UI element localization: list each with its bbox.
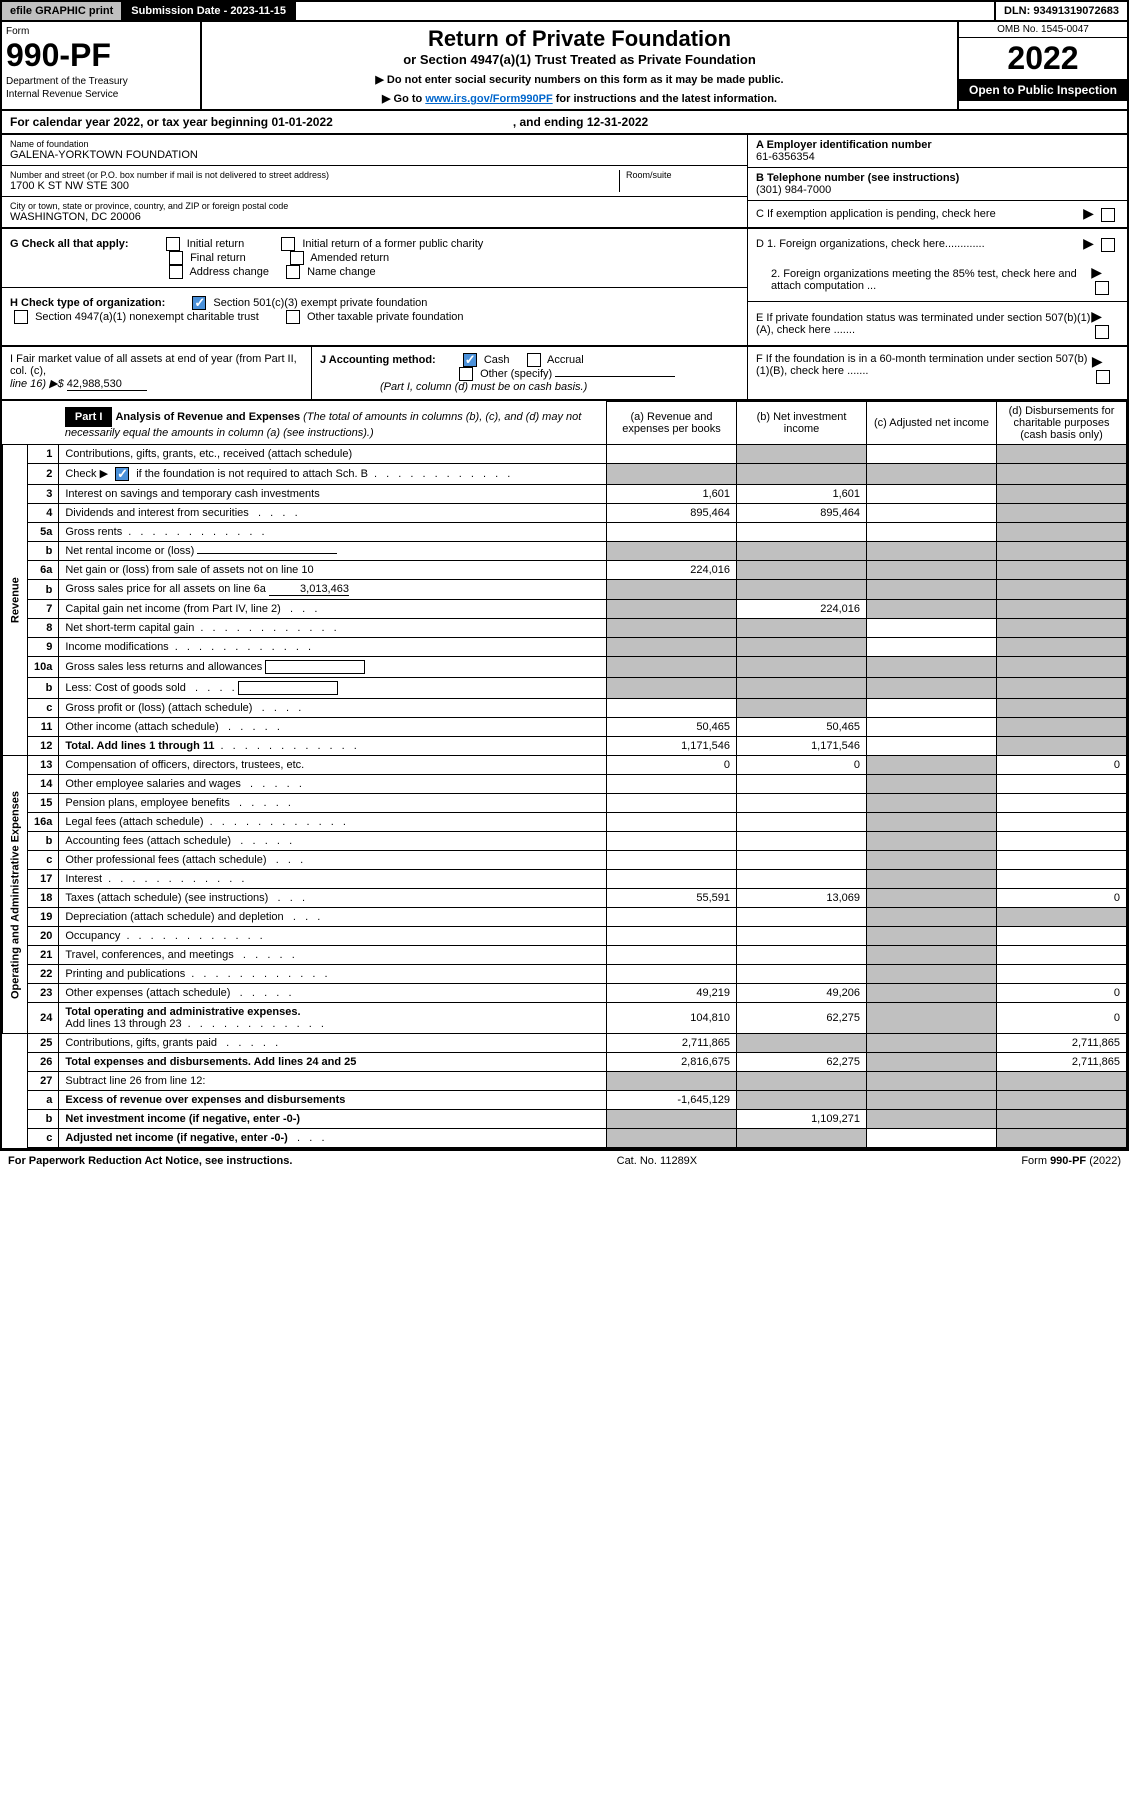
section-g-h: G Check all that apply: Initial return I… bbox=[0, 229, 1129, 347]
page-footer: For Paperwork Reduction Act Notice, see … bbox=[0, 1150, 1129, 1171]
dept-irs: Internal Revenue Service bbox=[6, 89, 196, 100]
final-return-checkbox[interactable] bbox=[169, 251, 183, 265]
d1-checkbox[interactable] bbox=[1101, 238, 1115, 252]
instr-1: ▶ Do not enter social security numbers o… bbox=[206, 73, 953, 86]
instr-2: ▶ Go to www.irs.gov/Form990PF for instru… bbox=[206, 92, 953, 105]
e-checkbox[interactable] bbox=[1095, 325, 1109, 339]
foundation-info: Name of foundation GALENA-YORKTOWN FOUND… bbox=[0, 135, 1129, 229]
dln-label: DLN: 93491319072683 bbox=[994, 2, 1127, 20]
col-a-header: (a) Revenue and expenses per books bbox=[607, 402, 737, 445]
omb-number: OMB No. 1545-0047 bbox=[959, 22, 1127, 38]
schb-checkbox[interactable] bbox=[115, 467, 129, 481]
c-label: C If exemption application is pending, c… bbox=[756, 208, 996, 220]
ein-label: A Employer identification number bbox=[756, 139, 1119, 151]
name-label: Name of foundation bbox=[10, 139, 739, 149]
tax-year: 2022 bbox=[959, 38, 1127, 79]
footer-center: Cat. No. 11289X bbox=[617, 1155, 698, 1167]
footer-right: Form 990-PF (2022) bbox=[1021, 1155, 1121, 1167]
other-taxable-checkbox[interactable] bbox=[286, 310, 300, 324]
col-d-header: (d) Disbursements for charitable purpose… bbox=[997, 402, 1127, 445]
j-note: (Part I, column (d) must be on cash basi… bbox=[380, 381, 587, 393]
dept-treasury: Department of the Treasury bbox=[6, 76, 196, 87]
form-number: 990-PF bbox=[6, 37, 196, 74]
top-bar: efile GRAPHIC print Submission Date - 20… bbox=[0, 0, 1129, 22]
d2-label: 2. Foreign organizations meeting the 85%… bbox=[756, 268, 1091, 292]
part1-table: Part I Analysis of Revenue and Expenses … bbox=[0, 401, 1129, 1150]
part1-label: Part I bbox=[65, 407, 113, 427]
4947-checkbox[interactable] bbox=[14, 310, 28, 324]
revenue-label: Revenue bbox=[3, 445, 28, 756]
f-label: F If the foundation is in a 60-month ter… bbox=[756, 353, 1092, 393]
cash-checkbox[interactable] bbox=[463, 353, 477, 367]
h-label: H Check type of organization: bbox=[10, 297, 165, 309]
instructions-link[interactable]: www.irs.gov/Form990PF bbox=[425, 93, 552, 105]
ein-value: 61-6356354 bbox=[756, 151, 1119, 163]
city-label: City or town, state or province, country… bbox=[10, 201, 739, 211]
efile-label: efile GRAPHIC print bbox=[2, 2, 123, 20]
foundation-name: GALENA-YORKTOWN FOUNDATION bbox=[10, 149, 739, 161]
j-label: J Accounting method: bbox=[320, 354, 436, 366]
e-label: E If private foundation status was termi… bbox=[756, 312, 1091, 336]
room-label: Room/suite bbox=[626, 170, 739, 180]
initial-former-checkbox[interactable] bbox=[281, 237, 295, 251]
name-change-checkbox[interactable] bbox=[286, 265, 300, 279]
c-checkbox[interactable] bbox=[1101, 208, 1115, 222]
phone-value: (301) 984-7000 bbox=[756, 184, 1119, 196]
amended-checkbox[interactable] bbox=[290, 251, 304, 265]
g-label: G Check all that apply: bbox=[10, 238, 129, 250]
i-label: I Fair market value of all assets at end… bbox=[10, 353, 297, 377]
other-method-checkbox[interactable] bbox=[459, 367, 473, 381]
sub-title: or Section 4947(a)(1) Trust Treated as P… bbox=[206, 52, 953, 67]
addr-label: Number and street (or P.O. box number if… bbox=[10, 170, 619, 180]
fmv-value: 42,988,530 bbox=[67, 378, 147, 391]
calendar-year-row: For calendar year 2022, or tax year begi… bbox=[0, 111, 1129, 135]
footer-left: For Paperwork Reduction Act Notice, see … bbox=[8, 1155, 292, 1167]
col-c-header: (c) Adjusted net income bbox=[867, 402, 997, 445]
col-b-header: (b) Net investment income bbox=[737, 402, 867, 445]
open-inspection: Open to Public Inspection bbox=[959, 79, 1127, 101]
d2-checkbox[interactable] bbox=[1095, 281, 1109, 295]
main-title: Return of Private Foundation bbox=[206, 26, 953, 52]
form-header: Form 990-PF Department of the Treasury I… bbox=[0, 22, 1129, 111]
address-change-checkbox[interactable] bbox=[169, 265, 183, 279]
city-state-zip: WASHINGTON, DC 20006 bbox=[10, 211, 739, 223]
d1-label: D 1. Foreign organizations, check here..… bbox=[756, 238, 985, 250]
initial-return-checkbox[interactable] bbox=[166, 237, 180, 251]
phone-label: B Telephone number (see instructions) bbox=[756, 172, 1119, 184]
expenses-label: Operating and Administrative Expenses bbox=[3, 756, 28, 1034]
f-checkbox[interactable] bbox=[1096, 370, 1110, 384]
accrual-checkbox[interactable] bbox=[527, 353, 541, 367]
submission-date: Submission Date - 2023-11-15 bbox=[123, 2, 296, 20]
address: 1700 K ST NW STE 300 bbox=[10, 180, 619, 192]
form-label: Form bbox=[6, 26, 196, 37]
section-i-j: I Fair market value of all assets at end… bbox=[0, 347, 1129, 401]
501c3-checkbox[interactable] bbox=[192, 296, 206, 310]
